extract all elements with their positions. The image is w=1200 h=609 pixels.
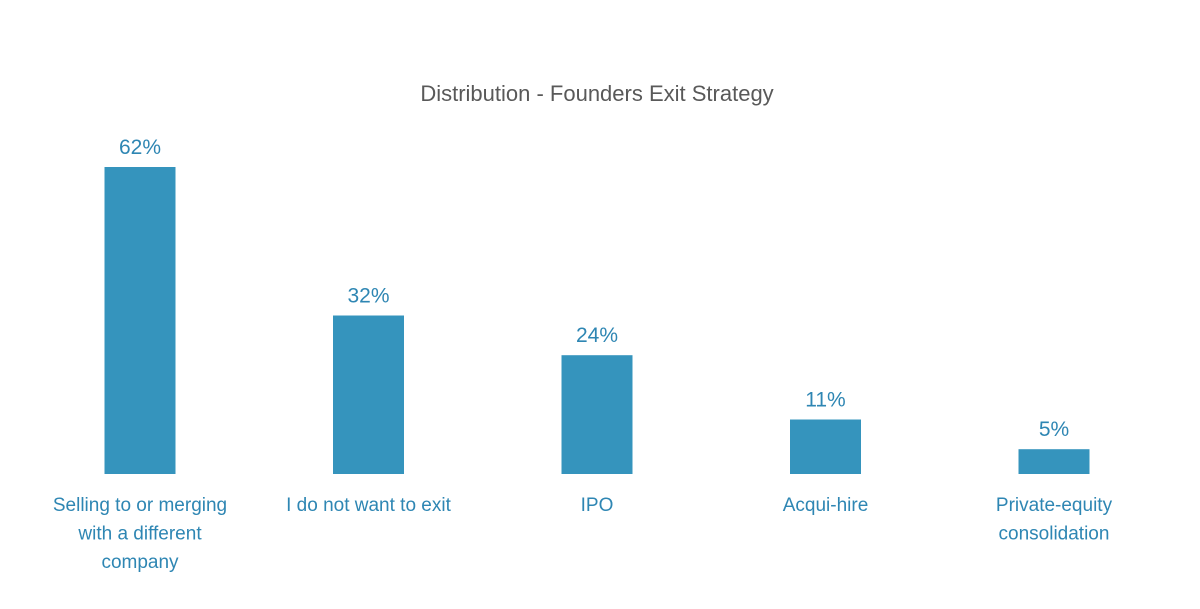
data-label-4: 5% xyxy=(1039,418,1069,441)
data-label-3: 11% xyxy=(805,389,845,412)
category-label-1: I do not want to exit xyxy=(286,495,451,516)
bars-group xyxy=(104,167,1090,474)
chart-title: Distribution - Founders Exit Strategy xyxy=(420,81,773,106)
data-labels-group: 62% 32% 24% 11% 5% xyxy=(119,136,1069,441)
category-label-line: consolidation xyxy=(999,524,1110,545)
bar-2 xyxy=(561,355,633,474)
category-label-0: Selling to or merging with a different com… xyxy=(53,495,227,573)
bar-4 xyxy=(1018,449,1090,474)
category-label-line: IPO xyxy=(581,495,614,516)
category-label-line: Selling to or merging xyxy=(53,495,227,516)
data-label-2: 24% xyxy=(576,324,618,347)
data-label-0: 62% xyxy=(119,136,161,159)
category-labels-group: Selling to or merging with a different com… xyxy=(53,495,1113,573)
data-label-1: 32% xyxy=(347,285,389,308)
bar-0 xyxy=(104,167,176,474)
category-label-line: Private-equity xyxy=(996,495,1113,516)
category-label-line: Acqui-hire xyxy=(783,495,869,516)
category-label-4: Private-equity consolidation xyxy=(996,495,1113,545)
category-label-line: with a different xyxy=(77,524,202,545)
category-label-line: company xyxy=(101,552,179,573)
category-label-2: IPO xyxy=(581,495,614,516)
bar-3 xyxy=(790,419,861,474)
category-label-line: I do not want to exit xyxy=(286,495,451,516)
category-label-3: Acqui-hire xyxy=(783,495,869,516)
bar-1 xyxy=(333,315,404,474)
